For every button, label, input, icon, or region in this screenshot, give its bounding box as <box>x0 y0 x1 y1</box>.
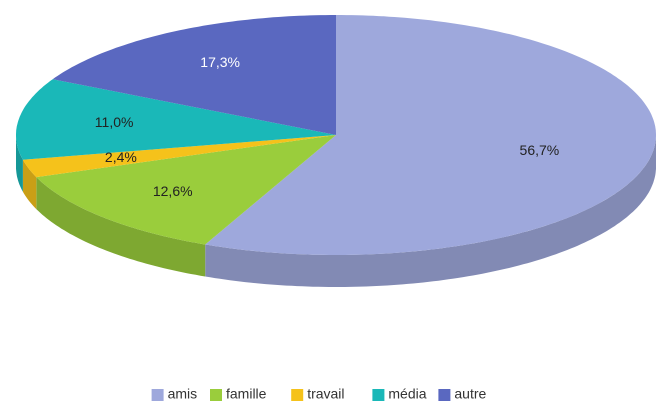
data-label: 11,0% <box>95 114 134 130</box>
data-label: 17,3% <box>200 54 240 70</box>
legend-swatch <box>438 389 451 401</box>
legend-label: autre <box>454 386 486 402</box>
data-label: 56,7% <box>520 142 560 158</box>
data-label: 2,4% <box>105 149 137 165</box>
slice <box>52 15 336 135</box>
slice <box>16 79 336 160</box>
legend-label: amis <box>168 386 198 402</box>
slice-side <box>205 135 656 287</box>
slice-side <box>22 159 37 210</box>
slice-side <box>16 135 23 192</box>
legend-swatch <box>372 389 385 401</box>
legend-label: travail <box>307 386 344 402</box>
legend-swatch <box>291 389 304 401</box>
legend-swatch <box>151 389 164 401</box>
legend-label: média <box>388 386 426 402</box>
slice <box>22 135 337 178</box>
slice <box>205 15 656 255</box>
legend-swatch <box>210 389 222 401</box>
data-label: 12,6% <box>153 183 193 199</box>
slice-side <box>36 177 206 277</box>
slice <box>36 135 337 245</box>
legend-label: famille <box>226 386 267 402</box>
